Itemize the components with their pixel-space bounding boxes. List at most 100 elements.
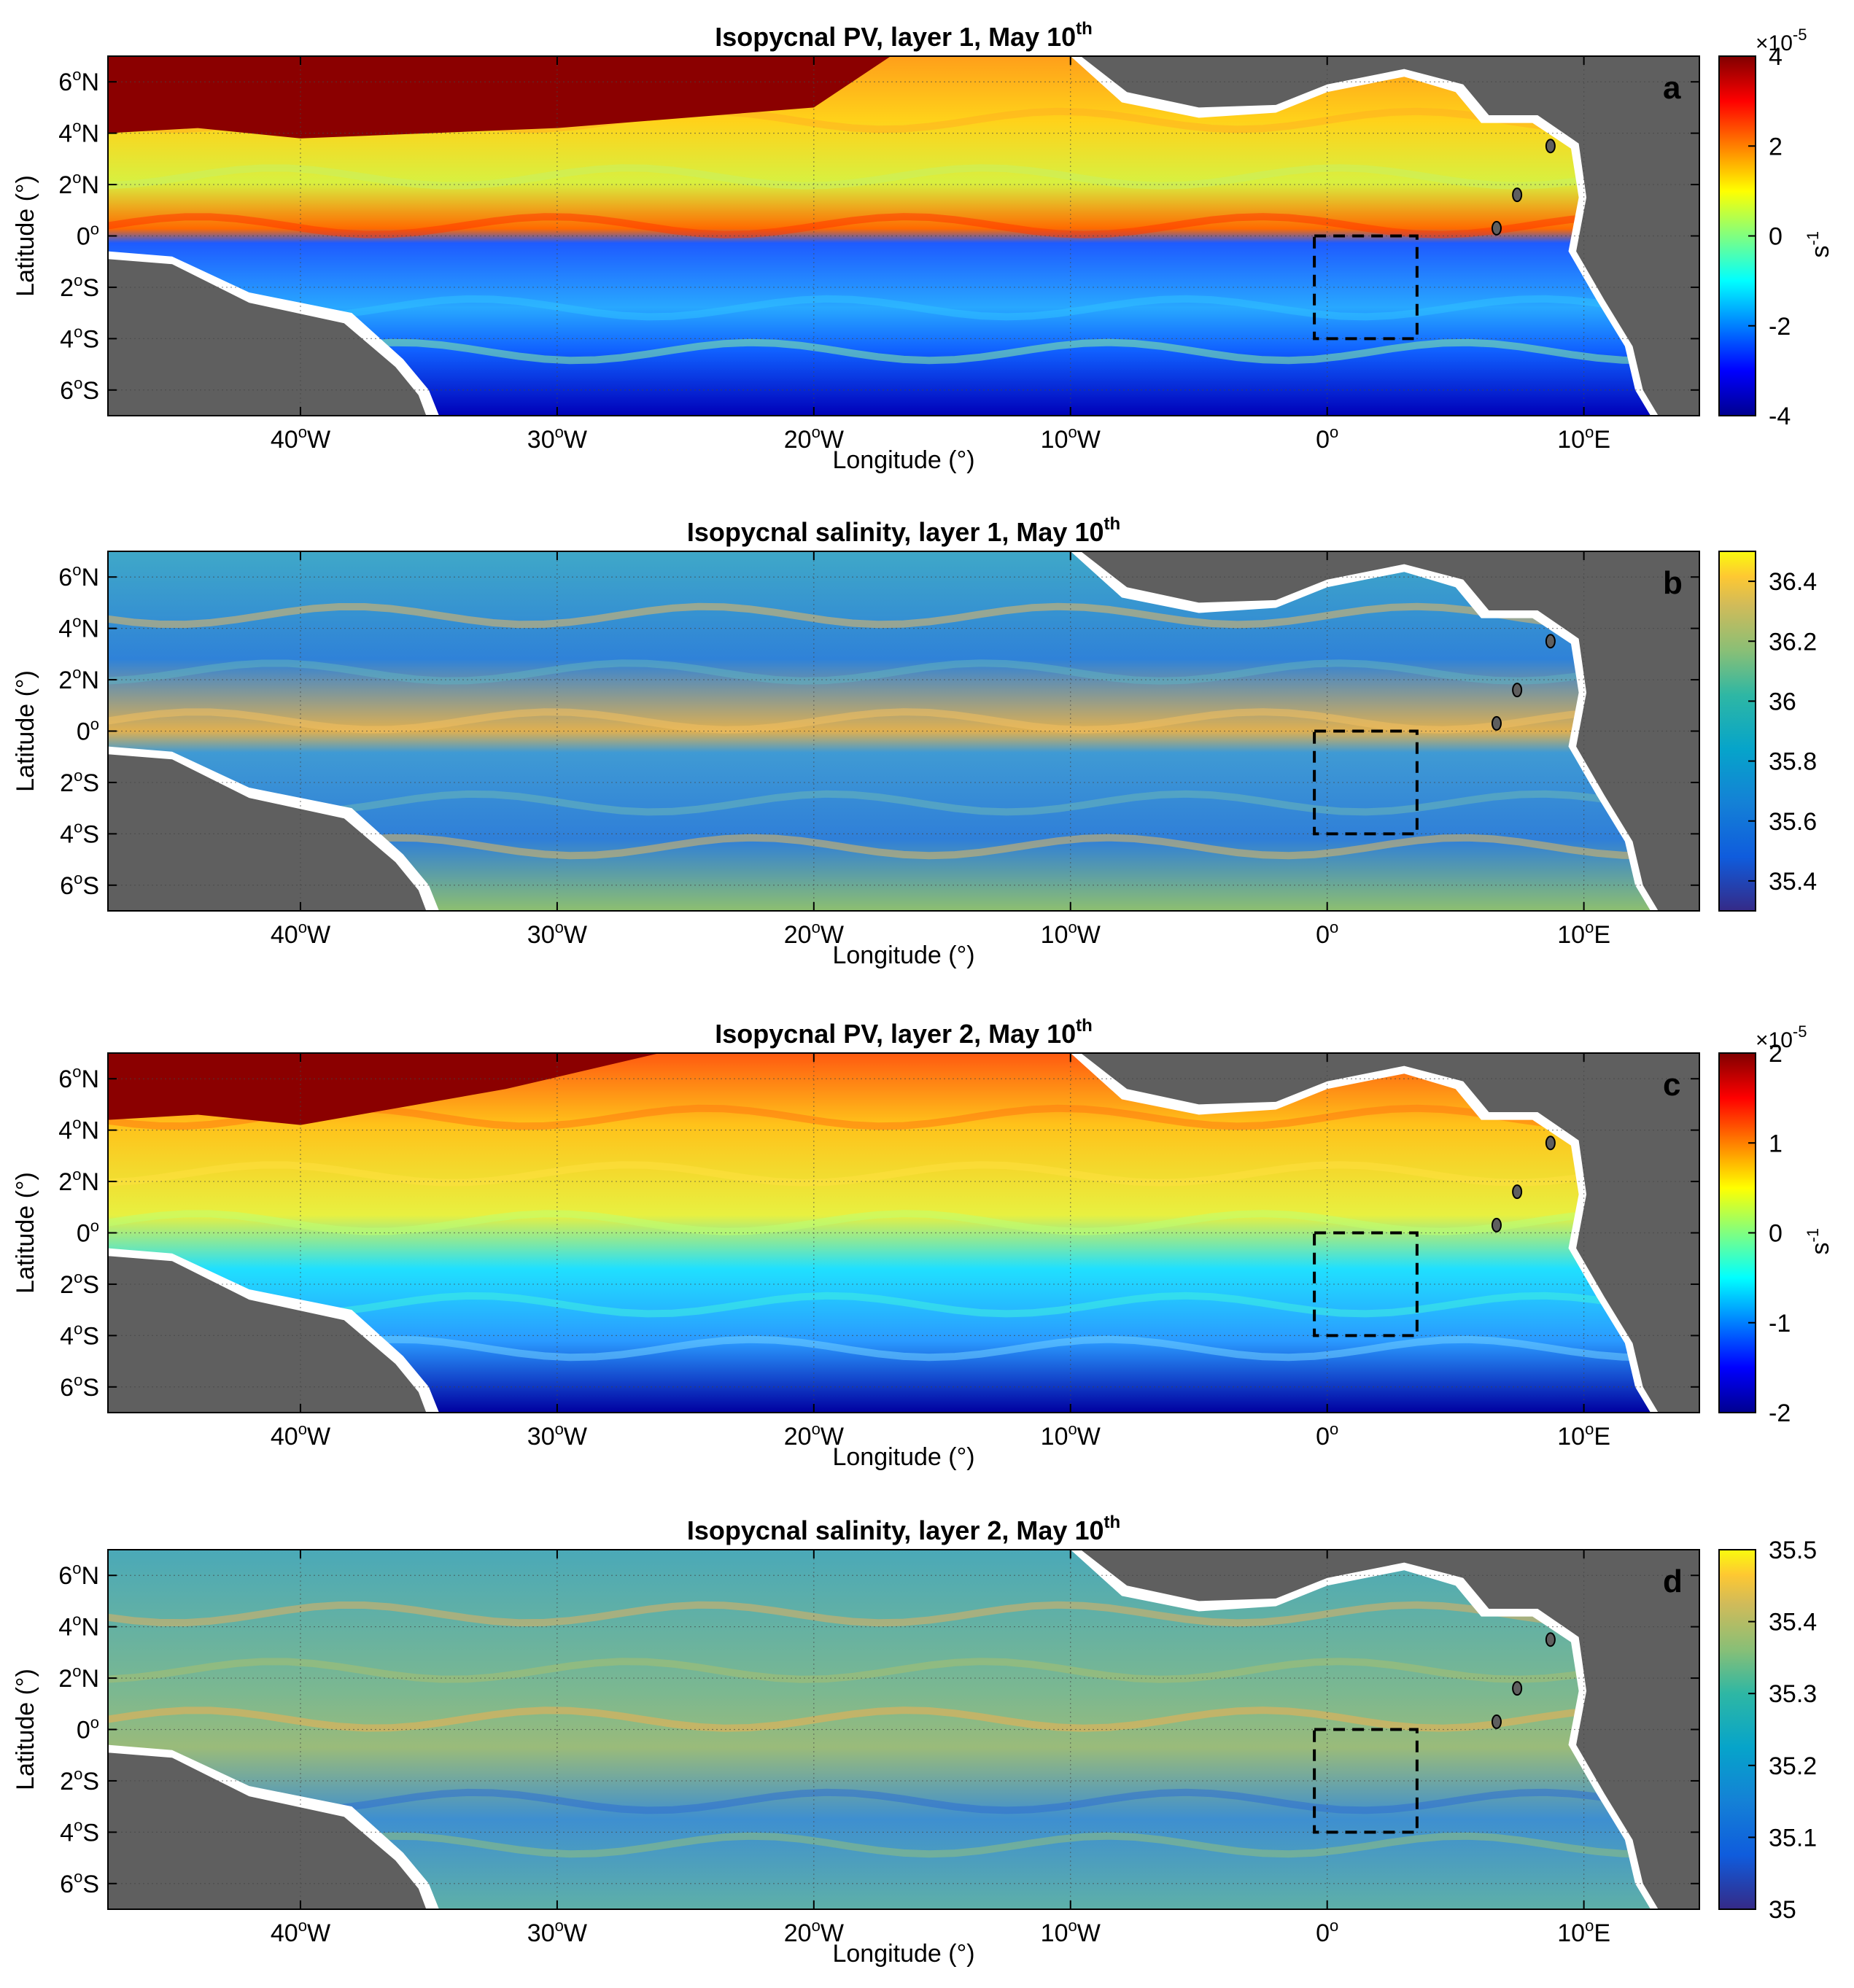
lat-tick-label: 4oS	[60, 322, 99, 353]
colorbar-unit: s-1	[1804, 231, 1834, 258]
deg-symbol: o	[555, 918, 564, 936]
lon-hemisphere: W	[821, 921, 844, 949]
lon-hemisphere: W	[821, 1423, 844, 1451]
lon-hemisphere: E	[1594, 1423, 1610, 1451]
lon-tick-value: 10	[1557, 921, 1585, 949]
deg-symbol: o	[74, 1319, 82, 1337]
lat-tick-label: 4oN	[58, 1114, 99, 1145]
lon-tick-value: 30	[527, 1919, 555, 1947]
lon-hemisphere: W	[1077, 1423, 1101, 1451]
lon-tick-value: 20	[784, 426, 812, 454]
lat-tick-value: 0	[77, 1220, 90, 1248]
island	[1491, 1217, 1502, 1232]
lat-tick-value: 6	[60, 1374, 74, 1402]
filament	[108, 790, 1700, 816]
panel-title-sup: th	[1076, 19, 1093, 39]
colorbar-exponent-power: -5	[1793, 1022, 1807, 1041]
island	[1512, 187, 1523, 203]
deg-symbol: o	[74, 869, 82, 888]
panel-letter: b	[1663, 565, 1683, 601]
lat-tick-value: 4	[60, 1322, 74, 1350]
colorbar-tick-label: 35.4	[1769, 868, 1817, 896]
land-africa	[1080, 1550, 1699, 1909]
deg-symbol: o	[74, 1816, 82, 1834]
lat-tick-label: 2oN	[58, 168, 99, 199]
lon-hemisphere: E	[1594, 921, 1610, 949]
lat-tick-value: 2	[58, 1168, 72, 1196]
lat-tick-label: 6oN	[58, 1559, 99, 1590]
panel-title-sup: th	[1104, 514, 1120, 534]
colorbar-unit-power: -1	[1804, 1228, 1822, 1243]
lon-tick-label: 30oW	[527, 1917, 587, 1947]
deg-symbol: o	[1068, 918, 1077, 936]
deg-symbol: o	[72, 613, 81, 631]
x-axis-label: Longitude (°)	[832, 1940, 974, 1968]
lat-tick-label: 6oN	[58, 66, 99, 96]
land-south-america	[108, 1256, 427, 1413]
island	[1545, 1632, 1556, 1647]
lat-hemisphere: N	[81, 69, 99, 96]
filament	[107, 1601, 1700, 1627]
deg-symbol: o	[1068, 423, 1077, 441]
x-axis-label: Longitude (°)	[832, 1443, 974, 1471]
deg-symbol: o	[812, 918, 821, 936]
lat-tick-value: 6	[58, 1562, 72, 1590]
lat-tick-value: 6	[58, 1065, 72, 1093]
deg-symbol: o	[298, 423, 307, 441]
lat-hemisphere: N	[81, 564, 99, 591]
lat-tick-value: 4	[58, 120, 72, 148]
lat-tick-label: 2oN	[58, 1165, 99, 1196]
lat-tick-label: 4oN	[58, 117, 99, 148]
deg-symbol: o	[812, 1420, 821, 1438]
filament	[107, 1707, 1700, 1732]
lat-hemisphere: S	[82, 377, 99, 405]
land-africa	[1080, 1053, 1699, 1413]
filament	[107, 708, 1700, 734]
colorbar-unit-base: s	[1807, 246, 1834, 258]
lon-tick-label: 0o	[1316, 1420, 1338, 1451]
lat-hemisphere: S	[82, 820, 99, 848]
deg-symbol: o	[72, 1559, 81, 1577]
colorbar-exponent: ×10-5	[1756, 26, 1807, 55]
deg-symbol: o	[74, 818, 82, 836]
lat-tick-value: 6	[60, 872, 74, 900]
lon-tick-value: 10	[1557, 1919, 1585, 1947]
lon-tick-label: 0o	[1316, 423, 1338, 454]
filament	[107, 1161, 1700, 1187]
lon-tick-value: 40	[271, 1919, 298, 1947]
lon-tick-value: 10	[1041, 921, 1068, 949]
island	[1491, 1714, 1502, 1729]
lon-hemisphere: W	[564, 921, 587, 949]
lon-hemisphere: W	[1077, 1919, 1101, 1947]
panel-letter: d	[1663, 1564, 1683, 1599]
deg-symbol: o	[74, 1371, 82, 1389]
colorbar-tick-label: -2	[1769, 1399, 1791, 1427]
lon-tick-label: 40oW	[271, 918, 330, 949]
lat-hemisphere: S	[82, 274, 99, 302]
lon-tick-value: 20	[784, 1423, 812, 1451]
land-africa	[1080, 551, 1699, 911]
lon-hemisphere: W	[564, 1423, 587, 1451]
deg-symbol: o	[90, 1714, 99, 1732]
deg-symbol: o	[72, 117, 81, 136]
y-axis-label: Latitude (°)	[12, 670, 39, 792]
lon-hemisphere: E	[1594, 426, 1610, 454]
deg-symbol: o	[72, 1063, 81, 1081]
lat-hemisphere: S	[82, 1871, 99, 1898]
lat-tick-value: 2	[60, 1768, 74, 1795]
y-axis-label: Latitude (°)	[12, 1669, 39, 1790]
filament	[107, 602, 1700, 629]
lat-tick-value: 4	[60, 325, 74, 353]
panel-title: Isopycnal salinity, layer 1, May 10th	[687, 514, 1120, 547]
lat-tick-label: 6oS	[60, 1868, 99, 1898]
y-axis-label: Latitude (°)	[12, 175, 39, 297]
colorbar-tick-label: 2	[1769, 1040, 1783, 1068]
colorbar-tick-label: -4	[1769, 403, 1791, 430]
lat-tick-value: 4	[60, 820, 74, 848]
lon-hemisphere: W	[307, 1423, 330, 1451]
lon-tick-label: 40oW	[271, 423, 330, 454]
lat-tick-label: 2oS	[60, 271, 99, 302]
colorbar-tick-label: 35.6	[1769, 808, 1817, 836]
